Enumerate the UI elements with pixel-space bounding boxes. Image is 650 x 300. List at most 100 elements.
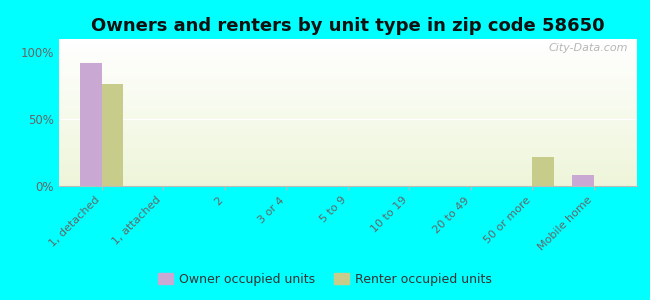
Bar [58, 53, 637, 54]
Bar [58, 149, 637, 150]
Bar [58, 123, 637, 124]
Bar [58, 121, 637, 122]
Bar [58, 170, 637, 171]
Bar [58, 140, 637, 141]
Bar [58, 157, 637, 158]
Bar [58, 113, 637, 114]
Bar [58, 86, 637, 87]
Bar [58, 99, 637, 100]
Bar [58, 179, 637, 180]
Bar [58, 65, 637, 66]
Bar [58, 45, 637, 46]
Bar [532, 157, 554, 186]
Bar [58, 143, 637, 144]
Bar [58, 83, 637, 84]
Bar [58, 50, 637, 51]
Bar [58, 42, 637, 43]
Bar [58, 74, 637, 75]
Bar [58, 182, 637, 183]
Bar [58, 41, 637, 42]
Bar [58, 134, 637, 135]
Bar [58, 178, 637, 179]
Bar [58, 90, 637, 91]
Bar [58, 114, 637, 115]
Bar [58, 108, 637, 109]
Bar [58, 126, 637, 127]
Bar [58, 169, 637, 170]
Bar [58, 124, 637, 125]
Bar [58, 106, 637, 107]
Bar [58, 131, 637, 132]
Bar [58, 93, 637, 94]
Bar [58, 159, 637, 160]
Bar [58, 163, 637, 164]
Bar [58, 141, 637, 142]
Bar [58, 176, 637, 177]
Bar [58, 158, 637, 159]
Bar [58, 71, 637, 72]
Bar [58, 155, 637, 156]
Bar [58, 78, 637, 79]
Bar [58, 49, 637, 50]
Bar [58, 64, 637, 65]
Bar [58, 96, 637, 97]
Bar [58, 116, 637, 117]
Bar [58, 66, 637, 67]
Bar [58, 82, 637, 83]
Bar [58, 101, 637, 102]
Bar [58, 132, 637, 133]
Bar [58, 125, 637, 126]
Bar [58, 81, 637, 82]
Bar [58, 98, 637, 99]
Bar [58, 153, 637, 154]
Bar [58, 47, 637, 48]
Bar [58, 175, 637, 176]
Bar [58, 152, 637, 153]
Bar [58, 173, 637, 174]
Bar [58, 92, 637, 93]
Bar [58, 136, 637, 137]
Bar [58, 161, 637, 162]
Bar [58, 112, 637, 113]
Bar [58, 164, 637, 165]
Bar [58, 110, 637, 111]
Bar [58, 138, 637, 139]
Bar [58, 130, 637, 131]
Bar [58, 84, 637, 85]
Bar [58, 104, 637, 105]
Bar [58, 172, 637, 173]
Bar [58, 88, 637, 89]
Bar [58, 142, 637, 143]
Bar [58, 151, 637, 152]
Bar [58, 107, 637, 108]
Bar [58, 137, 637, 138]
Legend: Owner occupied units, Renter occupied units: Owner occupied units, Renter occupied un… [153, 268, 497, 291]
Bar [58, 184, 637, 185]
Bar [58, 148, 637, 149]
Bar [58, 167, 637, 168]
Bar [58, 57, 637, 58]
Bar [58, 165, 637, 166]
Bar [58, 183, 637, 184]
Bar [58, 63, 637, 64]
Bar [58, 154, 637, 155]
Bar [573, 175, 594, 186]
Bar [58, 128, 637, 129]
Bar [58, 177, 637, 178]
Bar [58, 145, 637, 146]
Bar [58, 146, 637, 147]
Bar [58, 162, 637, 163]
Bar [58, 180, 637, 181]
Bar [58, 111, 637, 112]
Bar [58, 139, 637, 140]
Bar [58, 94, 637, 95]
Bar [58, 122, 637, 123]
Bar [58, 52, 637, 53]
Bar [58, 150, 637, 151]
Bar [58, 127, 637, 128]
Bar [58, 70, 637, 71]
Bar [58, 89, 637, 90]
Bar [58, 58, 637, 59]
Bar [58, 68, 637, 69]
Bar [58, 185, 637, 186]
